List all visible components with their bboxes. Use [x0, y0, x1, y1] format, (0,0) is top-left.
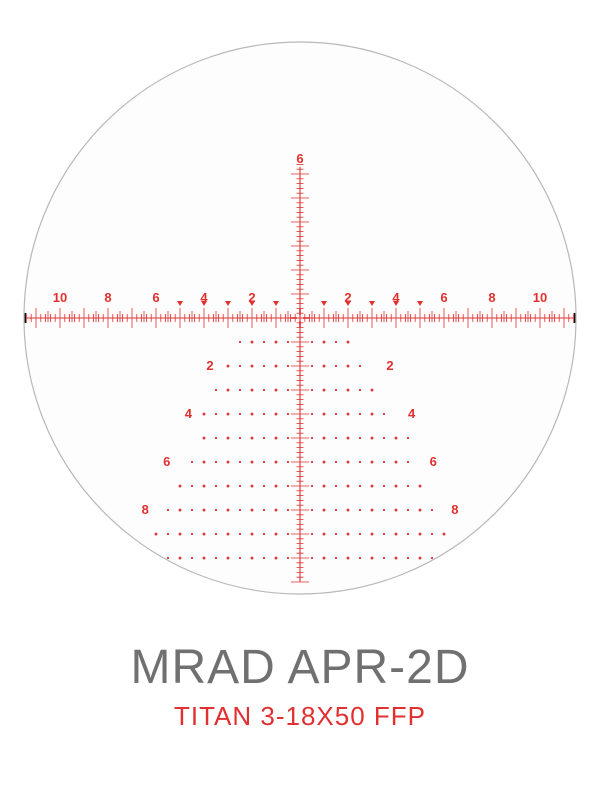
svg-text:6: 6 [440, 290, 447, 305]
reticle-name: MRAD APR-2D [0, 640, 600, 695]
svg-text:6: 6 [296, 151, 303, 166]
svg-text:4: 4 [200, 290, 208, 305]
scope-model: TITAN 3-18X50 FFP [0, 701, 600, 732]
svg-text:6: 6 [163, 454, 170, 469]
svg-text:2: 2 [344, 290, 351, 305]
svg-text:2: 2 [386, 358, 393, 373]
svg-text:8: 8 [488, 290, 495, 305]
svg-text:2: 2 [248, 290, 255, 305]
svg-text:10: 10 [53, 290, 67, 305]
svg-text:2: 2 [206, 358, 213, 373]
svg-text:8: 8 [142, 502, 149, 517]
svg-text:4: 4 [408, 406, 416, 421]
svg-text:10: 10 [533, 290, 547, 305]
svg-text:10: 10 [113, 550, 127, 565]
svg-text:8: 8 [104, 290, 111, 305]
reticle-diagram: 10 8 6 4 2 2 4 6 8 10 6 2 2 4 4 6 6 8 8 10 10 [0, 0, 600, 636]
page: 10 8 6 4 2 2 4 6 8 10 6 2 2 4 4 6 6 8 8 10 10 MRAD APR-2D TI… [0, 0, 600, 786]
svg-text:6: 6 [152, 290, 159, 305]
svg-text:4: 4 [392, 290, 400, 305]
svg-text:6: 6 [430, 454, 437, 469]
svg-text:4: 4 [185, 406, 193, 421]
svg-text:10: 10 [473, 550, 487, 565]
svg-text:8: 8 [451, 502, 458, 517]
reticle-svg: 10 8 6 4 2 2 4 6 8 10 6 2 2 4 4 6 6 8 8 10 10 [0, 0, 600, 636]
title-block: MRAD APR-2D TITAN 3-18X50 FFP [0, 640, 600, 732]
